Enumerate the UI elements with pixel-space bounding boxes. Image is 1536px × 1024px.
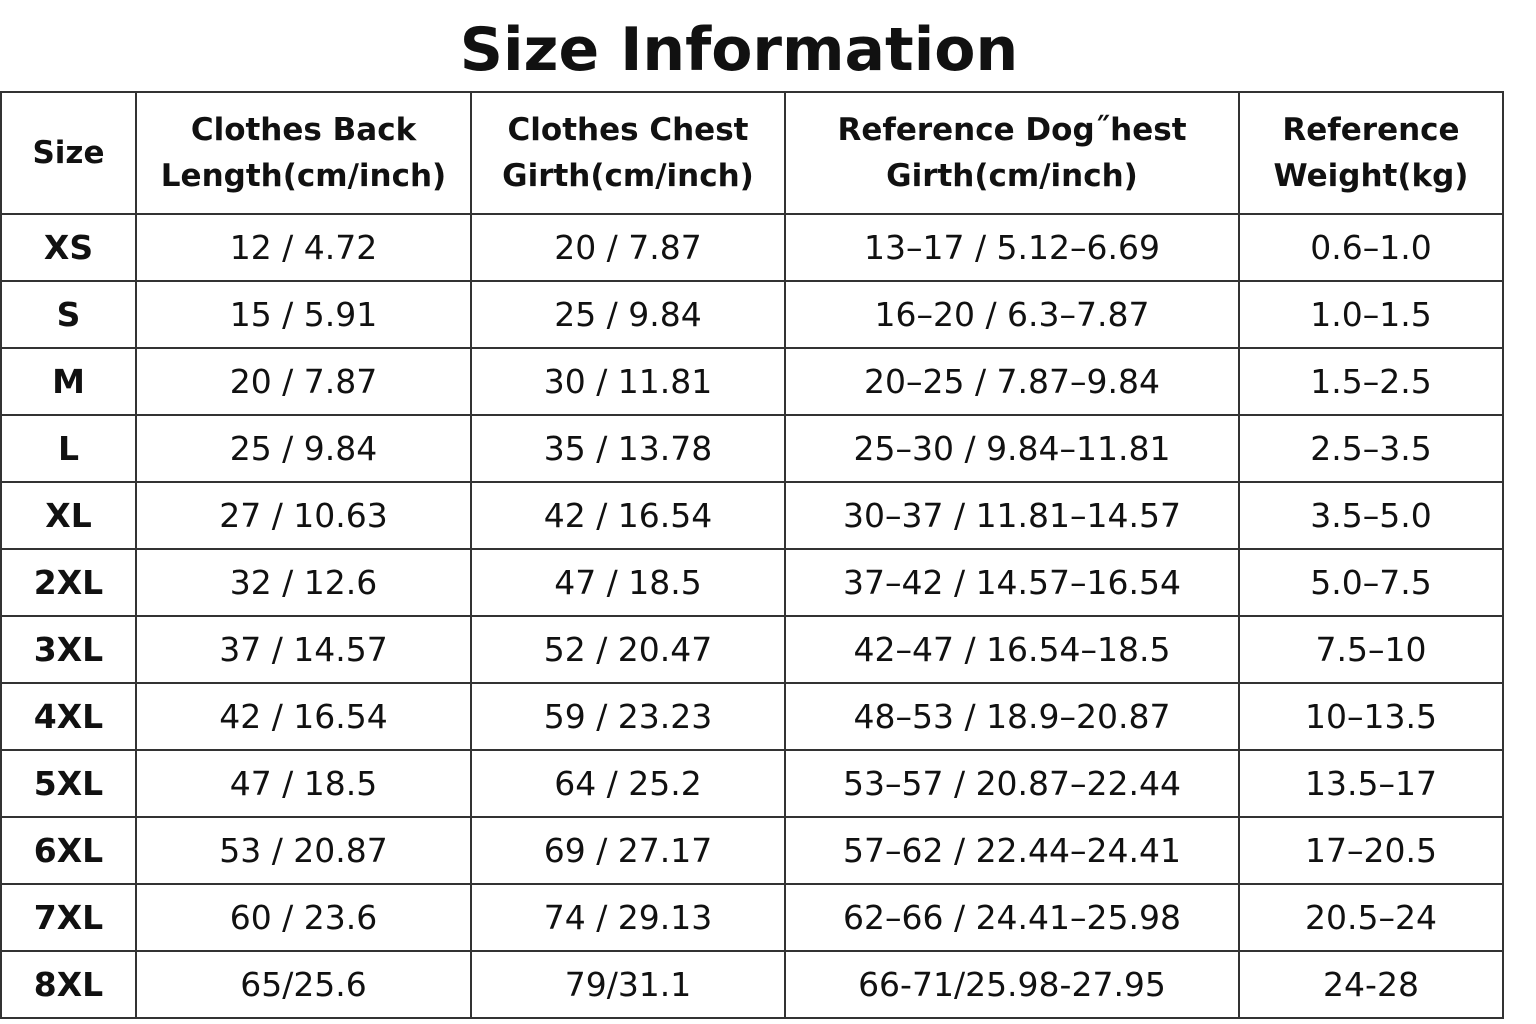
table-row: S 15 / 5.91 25 / 9.84 16–20 / 6.3–7.87 1.0–1…	[0, 280, 1504, 349]
table-cell: 42–47 / 16.54–18.5	[784, 615, 1240, 684]
table-cell: 13.5–17	[1238, 749, 1504, 818]
table-row: 6XL 53 / 20.87 69 / 27.17 57–62 / 22.44–24.…	[0, 816, 1504, 885]
table-cell: 13–17 / 5.12–6.69	[784, 213, 1240, 282]
title: Size Information	[459, 15, 1019, 85]
table-cell: 25–30 / 9.84–11.81	[784, 414, 1240, 483]
table-cell: 60 / 23.6	[135, 883, 472, 952]
table-row: 2XL 32 / 12.6 47 / 18.5 37–42 / 14.57–16.54…	[0, 548, 1504, 617]
header-line: Reference	[1282, 112, 1460, 148]
table-cell: 59 / 23.23	[470, 682, 786, 751]
table-cell: 5.0–7.5	[1238, 548, 1504, 617]
table-cell: 42 / 16.54	[470, 481, 786, 550]
table-cell: 20.5–24	[1238, 883, 1504, 952]
table-row: L 25 / 9.84 35 / 13.78 25–30 / 9.84–11.81 2.…	[0, 414, 1504, 483]
table-cell: 10–13.5	[1238, 682, 1504, 751]
table-cell: 57–62 / 22.44–24.41	[784, 816, 1240, 885]
size-cell: 4XL	[0, 682, 137, 751]
table-row: XL 27 / 10.63 42 / 16.54 30–37 / 11.81–14.5…	[0, 481, 1504, 550]
table-cell: 47 / 18.5	[135, 749, 472, 818]
header-line: Girth(cm/inch)	[502, 158, 754, 194]
table-cell: 62–66 / 24.41–25.98	[784, 883, 1240, 952]
table-cell: 37–42 / 14.57–16.54	[784, 548, 1240, 617]
table-cell: 20–25 / 7.87–9.84	[784, 347, 1240, 416]
table-cell: 16–20 / 6.3–7.87	[784, 280, 1240, 349]
table-cell: 53 / 20.87	[135, 816, 472, 885]
table-cell: 25 / 9.84	[470, 280, 786, 349]
size-cell: M	[0, 347, 137, 416]
column-header: Reference Weight(kg)	[1238, 91, 1504, 215]
header-line: Girth(cm/inch)	[886, 158, 1138, 194]
table-cell: 65/25.6	[135, 950, 472, 1019]
table-cell: 47 / 18.5	[470, 548, 786, 617]
header-line: Clothes Back	[190, 112, 417, 148]
header-line: Size	[32, 135, 105, 171]
table-cell: 12 / 4.72	[135, 213, 472, 282]
table-row: XS 12 / 4.72 20 / 7.87 13–17 / 5.12–6.69 0.6…	[0, 213, 1504, 282]
table-cell: 20 / 7.87	[470, 213, 786, 282]
table-body: XS 12 / 4.72 20 / 7.87 13–17 / 5.12–6.69 0.6…	[0, 213, 1504, 1019]
table-cell: 7.5–10	[1238, 615, 1504, 684]
size-table: Size Clothes Back Length(cm/inch) Clothes C…	[0, 91, 1504, 1019]
table-cell: 69 / 27.17	[470, 816, 786, 885]
header-line: Reference Dog˝hest	[837, 112, 1187, 148]
table-cell: 1.5–2.5	[1238, 347, 1504, 416]
header-line: Clothes Chest	[507, 112, 749, 148]
table-cell: 30 / 11.81	[470, 347, 786, 416]
table-cell: 17–20.5	[1238, 816, 1504, 885]
table-cell: 37 / 14.57	[135, 615, 472, 684]
table-cell: 1.0–1.5	[1238, 280, 1504, 349]
table-cell: 15 / 5.91	[135, 280, 472, 349]
table-cell: 24-28	[1238, 950, 1504, 1019]
size-cell: XS	[0, 213, 137, 282]
table-cell: 52 / 20.47	[470, 615, 786, 684]
header-line: Weight(kg)	[1273, 158, 1469, 194]
table-cell: 32 / 12.6	[135, 548, 472, 617]
table-cell: 53–57 / 20.87–22.44	[784, 749, 1240, 818]
size-cell: 5XL	[0, 749, 137, 818]
header-line: Length(cm/inch)	[160, 158, 447, 194]
table-cell: 66-71/25.98-27.95	[784, 950, 1240, 1019]
table-cell: 79/31.1	[470, 950, 786, 1019]
table-row: 7XL 60 / 23.6 74 / 29.13 62–66 / 24.41–25.9…	[0, 883, 1504, 952]
size-cell: 6XL	[0, 816, 137, 885]
size-cell: L	[0, 414, 137, 483]
size-cell: S	[0, 280, 137, 349]
column-header: Size	[0, 91, 137, 215]
table-cell: 3.5–5.0	[1238, 481, 1504, 550]
table-cell: 25 / 9.84	[135, 414, 472, 483]
column-header: Clothes Back Length(cm/inch)	[135, 91, 472, 215]
table-cell: 30–37 / 11.81–14.57	[784, 481, 1240, 550]
column-header: Clothes Chest Girth(cm/inch)	[470, 91, 786, 215]
table-cell: 42 / 16.54	[135, 682, 472, 751]
table-row: M 20 / 7.87 30 / 11.81 20–25 / 7.87–9.84 1.5…	[0, 347, 1504, 416]
table-row: 8XL 65/25.6 79/31.1 66-71/25.98-27.95 24-28	[0, 950, 1504, 1019]
size-cell: XL	[0, 481, 137, 550]
table-cell: 20 / 7.87	[135, 347, 472, 416]
size-cell: 7XL	[0, 883, 137, 952]
header-row: Size Clothes Back Length(cm/inch) Clothes C…	[0, 91, 1504, 215]
size-cell: 2XL	[0, 548, 137, 617]
table-cell: 27 / 10.63	[135, 481, 472, 550]
table-cell: 64 / 25.2	[470, 749, 786, 818]
size-cell: 8XL	[0, 950, 137, 1019]
table-cell: 48–53 / 18.9–20.87	[784, 682, 1240, 751]
table-cell: 74 / 29.13	[470, 883, 786, 952]
table-row: 5XL 47 / 18.5 64 / 25.2 53–57 / 20.87–22.44…	[0, 749, 1504, 818]
size-cell: 3XL	[0, 615, 137, 684]
table-cell: 0.6–1.0	[1238, 213, 1504, 282]
column-header: Reference Dog˝hest Girth(cm/inch)	[784, 91, 1240, 215]
table-cell: 35 / 13.78	[470, 414, 786, 483]
table-row: 4XL 42 / 16.54 59 / 23.23 48–53 / 18.9–20.8…	[0, 682, 1504, 751]
table-cell: 2.5–3.5	[1238, 414, 1504, 483]
table-row: 3XL 37 / 14.57 52 / 20.47 42–47 / 16.54–18.…	[0, 615, 1504, 684]
